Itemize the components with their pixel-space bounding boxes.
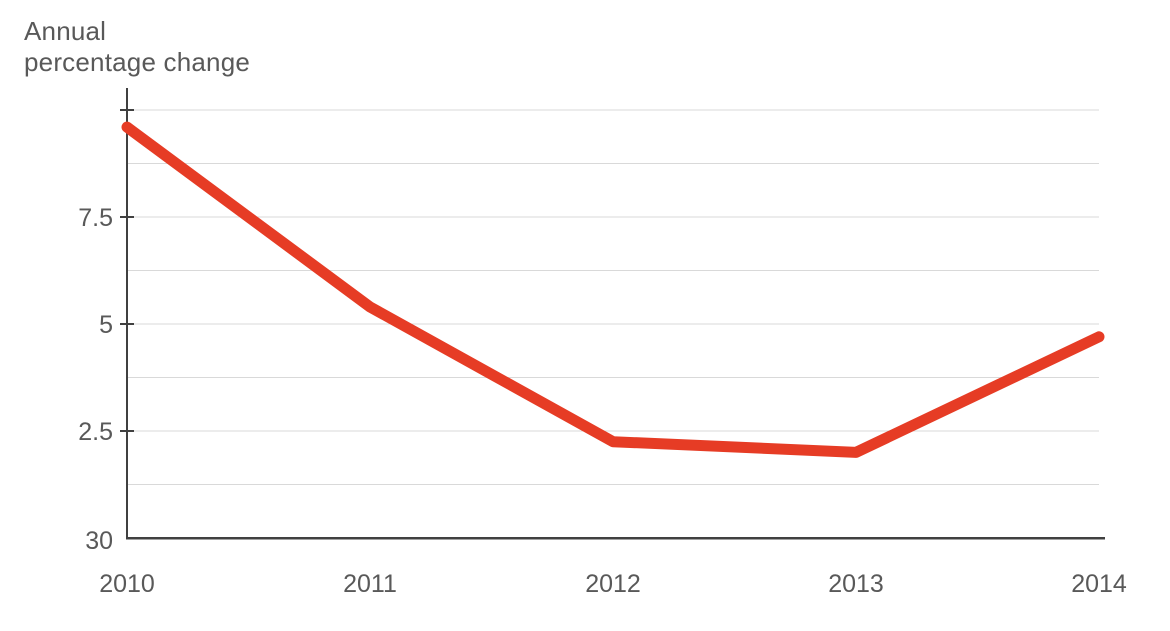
data-series	[121, 121, 1105, 458]
chart-title-line-2: percentage change	[24, 47, 251, 77]
x-axis-label: 2014	[1071, 570, 1127, 598]
series-line	[121, 121, 1105, 458]
y-axis-label: 7.5	[78, 204, 113, 232]
x-axis-label: 2012	[585, 570, 641, 598]
axes	[126, 88, 1105, 540]
x-axis-label: 2011	[343, 570, 397, 598]
chart-title-line-1: Annual	[24, 16, 107, 46]
y-axis-labels: 7.5 5 2.5 30	[78, 204, 113, 555]
chart-title: Annual percentage change	[24, 16, 250, 78]
y-axis-label: 30	[85, 527, 113, 555]
y-axis-label: 5	[99, 311, 113, 339]
axis-ticks	[120, 109, 134, 432]
x-axis-label: 2013	[828, 570, 884, 598]
x-axis-labels: 2010 2011 2012 2013 2014	[99, 570, 1127, 598]
gridlines	[127, 109, 1099, 486]
x-axis-label: 2010	[99, 570, 155, 598]
y-axis-label: 2.5	[78, 418, 113, 446]
